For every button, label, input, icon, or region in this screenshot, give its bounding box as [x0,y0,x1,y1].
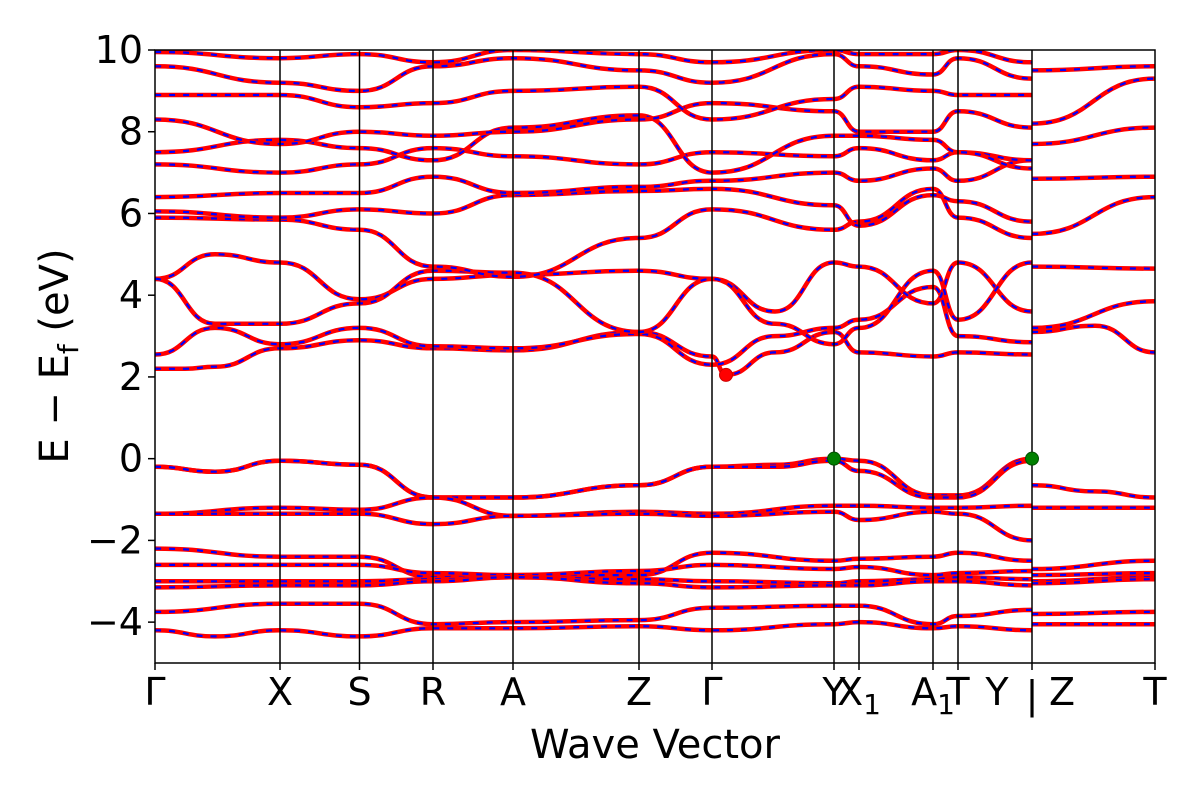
band-line-overlay [155,510,1033,542]
band-line-overlay [155,563,1155,577]
x-tick-label: Y [821,670,846,714]
band-line [155,619,1155,639]
y-axis-label-unit: (eV) [32,248,78,344]
x-tick-label: A1 [911,670,955,721]
band-line-overlay [155,457,1155,499]
y-axis: −4 −2 0 2 4 6 8 10 [87,28,155,644]
band-line-overlay [155,620,1155,638]
band-line-overlay [155,114,1033,174]
kpath-separators [279,50,1033,663]
band-edge-marker [719,367,733,382]
x-tick-label: | [1026,673,1039,718]
x-tick-label: X1 [837,670,881,721]
band-line-overlay [155,77,1155,146]
y-tick-label: −4 [87,600,143,644]
x-tick-label: Z [1049,670,1075,714]
y-tick-label: 4 [119,273,143,317]
y-tick-label: 2 [119,355,143,399]
x-tick-label: S [347,670,371,714]
band-edge-marker [827,451,841,466]
band-line-overlay [155,52,1155,93]
band-line-overlay [155,85,1032,121]
y-tick-label: −2 [87,518,143,562]
y-axis-label-main: E − E [32,354,78,464]
x-tick-label: Y [984,670,1009,714]
band-edge-markers [719,367,1039,466]
band-line [155,174,1155,228]
band-line [155,601,1155,627]
band-line [155,252,1155,314]
x-tick-label: Γ [144,670,165,714]
x-tick-label: R [420,670,446,714]
band-edge-marker [1025,451,1039,466]
band-line [155,456,1155,500]
band-line [155,458,1033,500]
band-line-overlay [155,285,1033,366]
plot-frame [154,49,1156,664]
band-line [155,84,1032,122]
band-line-overlay [155,253,1155,313]
y-axis-label: E − Ef (eV) [32,248,85,463]
band-line-overlay [155,187,1155,278]
band-line-overlay [155,576,1155,589]
x-tick-label: Z [626,670,652,714]
x-tick-label: X [267,670,293,714]
band-lines [155,50,1155,639]
y-tick-label: 6 [119,191,143,235]
y-tick-label: 10 [95,28,143,72]
x-tick-label: T [1142,670,1167,714]
band-line [155,509,1033,543]
x-tick-label: Γ [701,670,722,714]
band-line [155,186,1155,280]
y-axis-label-subscript: f [52,343,85,354]
x-tick-label: A [500,670,526,714]
x-axis-label: Wave Vector [530,722,781,768]
band-line [155,50,1033,65]
x-tick-label: T [945,670,970,714]
x-axis: Γ X S R A Z Γ YX1 A1T Y | Z T [144,663,1167,721]
band-line-overlay [155,261,1155,346]
band-line-overlay [155,324,1155,377]
y-tick-label: 0 [119,437,143,481]
y-tick-label: 8 [119,110,143,154]
